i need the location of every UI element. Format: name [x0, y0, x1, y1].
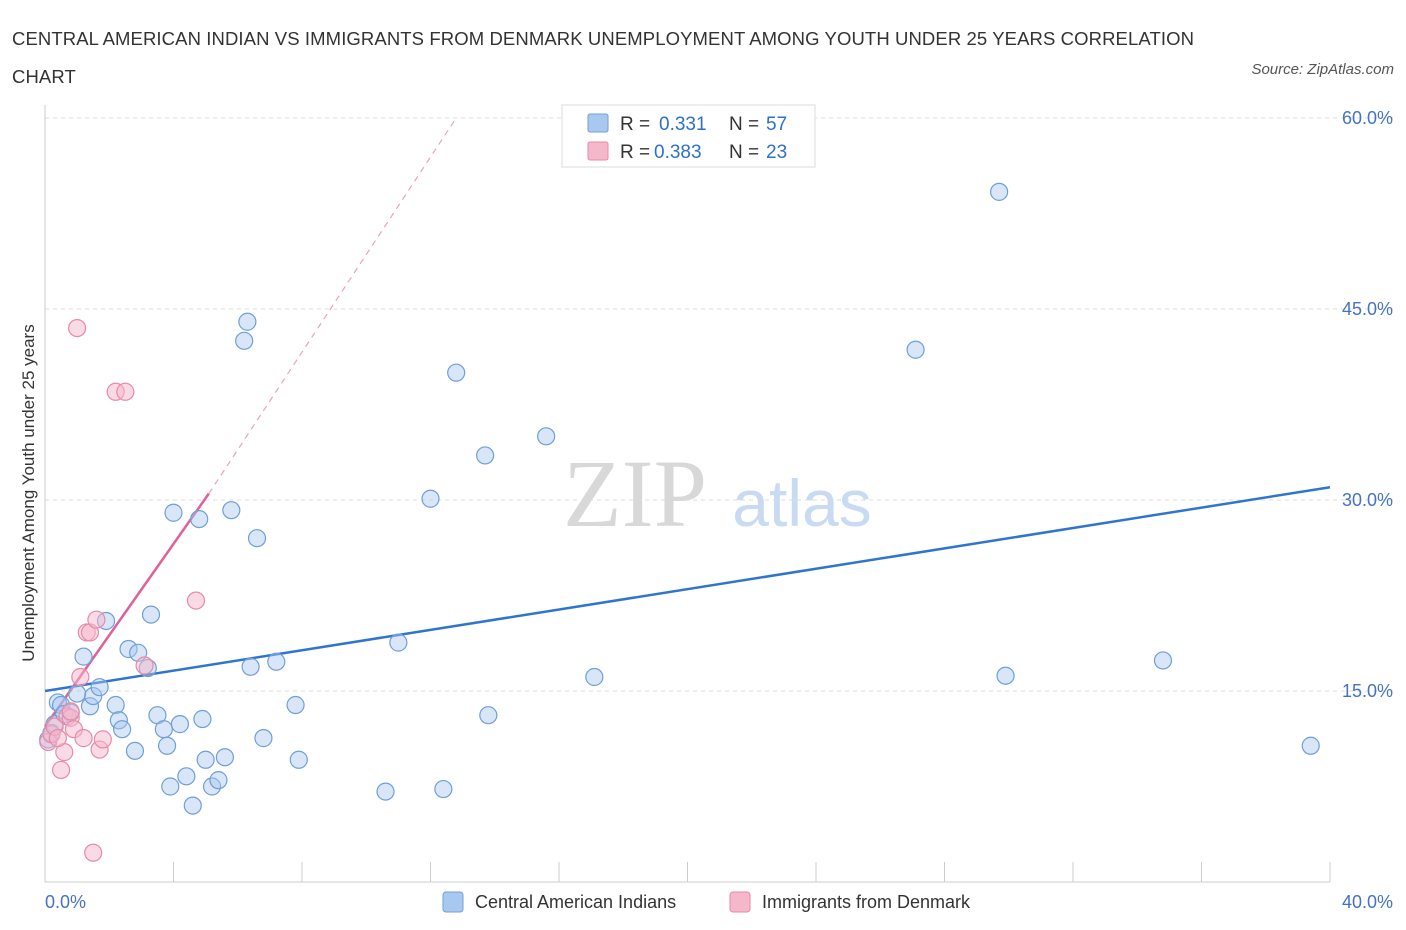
data-point-pink-9: [71, 667, 90, 687]
data-point-pink-21: [48, 729, 67, 748]
data-point-blue-51: [537, 427, 556, 446]
data-point-blue-39: [247, 529, 267, 548]
data-point-blue-54: [990, 182, 1009, 201]
data-point-blue-10: [84, 686, 103, 706]
legend-r-label-pink: R =: [620, 142, 650, 163]
data-point-blue-40: [254, 729, 273, 748]
chart-source: Source: ZipAtlas.com: [1251, 61, 1394, 78]
trend-lines: [43, 117, 1331, 728]
data-point-blue-23: [157, 736, 177, 755]
data-point-blue-28: [183, 796, 202, 815]
data-point-blue-56: [1153, 651, 1173, 670]
watermark-atlas: atlas: [732, 466, 871, 540]
legend-r-value-blue: 0.331: [659, 114, 707, 135]
x-tick-label-min: 0.0%: [45, 892, 86, 912]
data-point-pink-3: [51, 760, 71, 780]
bottom-legend-swatch-blue: [442, 891, 464, 913]
data-point-pink-17: [116, 382, 135, 401]
data-point-pink-10: [74, 729, 93, 748]
gridlines: [45, 117, 1393, 692]
legend-n-value-pink: 23: [766, 142, 787, 163]
data-point-blue-45: [389, 633, 408, 652]
data-point-pink-15: [93, 730, 112, 749]
data-point-blue-8: [74, 647, 93, 666]
x-axis-ticks: [173, 862, 1331, 882]
data-point-blue-47: [434, 779, 453, 799]
bottom-legend-label-pink: Immigrants from Denmark: [762, 892, 971, 912]
data-point-blue-27: [177, 767, 196, 786]
data-point-blue-53: [906, 340, 925, 359]
data-point-blue-43: [289, 750, 308, 769]
y-axis-label: Unemployment Among Youth under 25 years: [19, 324, 38, 661]
data-point-blue-37: [238, 312, 257, 331]
data-point-pink-18: [135, 656, 154, 675]
legend-swatch-blue: [587, 113, 609, 133]
legend-swatch-pink: [587, 141, 609, 161]
data-point-blue-30: [193, 709, 212, 729]
data-point-blue-17: [125, 741, 145, 760]
series-immigrants-from-denmark: [39, 319, 206, 862]
data-point-blue-42: [286, 695, 305, 715]
data-point-blue-24: [161, 777, 180, 796]
bottom-legend: Central American Indians Immigrants from…: [442, 891, 971, 913]
trend-line-central-american-indians: [44, 486, 1331, 693]
data-point-blue-31: [196, 750, 215, 769]
data-point-blue-52: [585, 667, 604, 687]
data-point-pink-19: [186, 591, 206, 610]
data-point-blue-16: [119, 639, 138, 659]
legend-n-label-blue: N =: [729, 114, 759, 135]
legend-n-label-pink: N =: [729, 142, 759, 163]
trend-line-immigrants-from-denmark: [43, 492, 210, 728]
bottom-legend-label-blue: Central American Indians: [475, 892, 676, 912]
data-point-blue-35: [222, 501, 241, 520]
data-point-blue-33: [209, 771, 228, 790]
data-point-blue-11: [90, 678, 109, 697]
watermark-zip: ZIP: [563, 440, 707, 547]
data-point-blue-38: [241, 657, 260, 676]
chart-title: CENTRAL AMERICAN INDIAN VS IMMIGRANTS FR…: [12, 28, 1195, 87]
legend: R = 0.331 N = 57 R = 0.383 N = 23: [561, 104, 816, 168]
data-point-blue-34: [215, 748, 234, 767]
data-point-blue-57: [1301, 736, 1320, 755]
data-point-blue-26: [170, 715, 190, 734]
data-point-blue-48: [447, 363, 466, 382]
legend-r-label-blue: R =: [620, 114, 650, 135]
data-point-pink-13: [87, 610, 106, 629]
x-tick-label-max: 40.0%: [1342, 892, 1393, 912]
y-tick-label-1: 30.0%: [1342, 490, 1393, 510]
data-point-blue-15: [112, 720, 132, 739]
data-point-blue-36: [235, 331, 254, 350]
data-point-pink-8: [68, 319, 87, 338]
bottom-legend-swatch-pink: [729, 891, 751, 913]
data-point-blue-29: [190, 509, 209, 529]
y-tick-label-0: 15.0%: [1342, 681, 1393, 701]
data-point-blue-44: [376, 782, 395, 801]
data-point-pink-22: [61, 702, 80, 721]
data-point-blue-9: [80, 697, 100, 716]
data-point-blue-7: [68, 684, 87, 703]
data-point-blue-49: [476, 446, 495, 465]
y-tick-label-3: 60.0%: [1342, 108, 1393, 128]
data-point-blue-3: [48, 693, 67, 712]
legend-r-value-pink: 0.383: [654, 142, 702, 163]
trend-line-extension-immigrants-from-denmark: [208, 117, 457, 494]
data-point-blue-46: [421, 489, 440, 508]
data-point-blue-13: [106, 695, 125, 715]
data-point-blue-50: [479, 706, 498, 725]
data-point-blue-22: [154, 720, 173, 739]
y-tick-label-2: 45.0%: [1342, 299, 1393, 319]
data-point-pink-20: [84, 843, 103, 862]
data-point-blue-25: [164, 503, 183, 522]
legend-n-value-blue: 57: [766, 114, 787, 135]
data-point-blue-55: [996, 666, 1015, 685]
data-point-blue-41: [267, 652, 286, 671]
y-tick-labels: 15.0% 30.0% 45.0% 60.0%: [1342, 108, 1393, 701]
data-point-blue-20: [141, 605, 161, 624]
